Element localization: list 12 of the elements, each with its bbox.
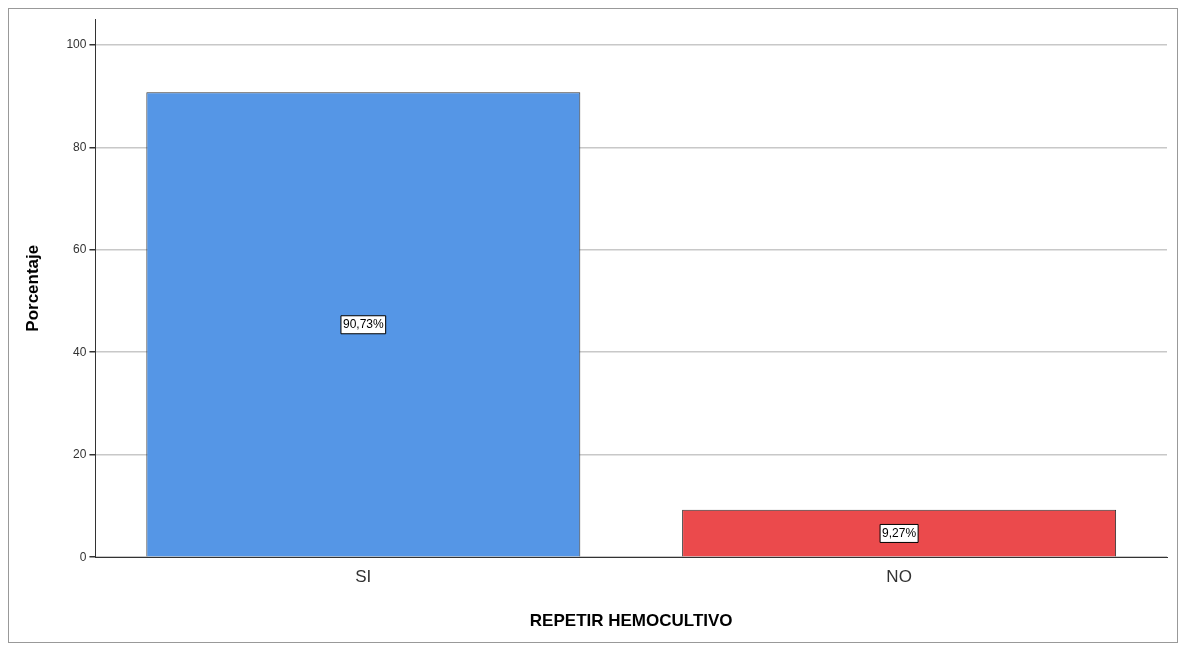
data-label: 90,73% xyxy=(342,317,384,332)
y-tick-label: 80 xyxy=(73,139,87,154)
x-tick-label: NO xyxy=(886,567,912,587)
x-tick-label: SI xyxy=(355,567,372,587)
x-axis-title: REPETIR HEMOCULTIVO xyxy=(529,611,733,631)
data-label: 9,27% xyxy=(882,525,917,540)
y-tick-label: 60 xyxy=(73,242,87,257)
y-tick-label: 40 xyxy=(73,344,87,359)
y-axis-title: Porcentaje xyxy=(22,244,42,332)
y-tick-label: 0 xyxy=(79,549,87,564)
y-tick-label: 20 xyxy=(73,447,87,462)
y-tick-label: 100 xyxy=(66,37,87,52)
